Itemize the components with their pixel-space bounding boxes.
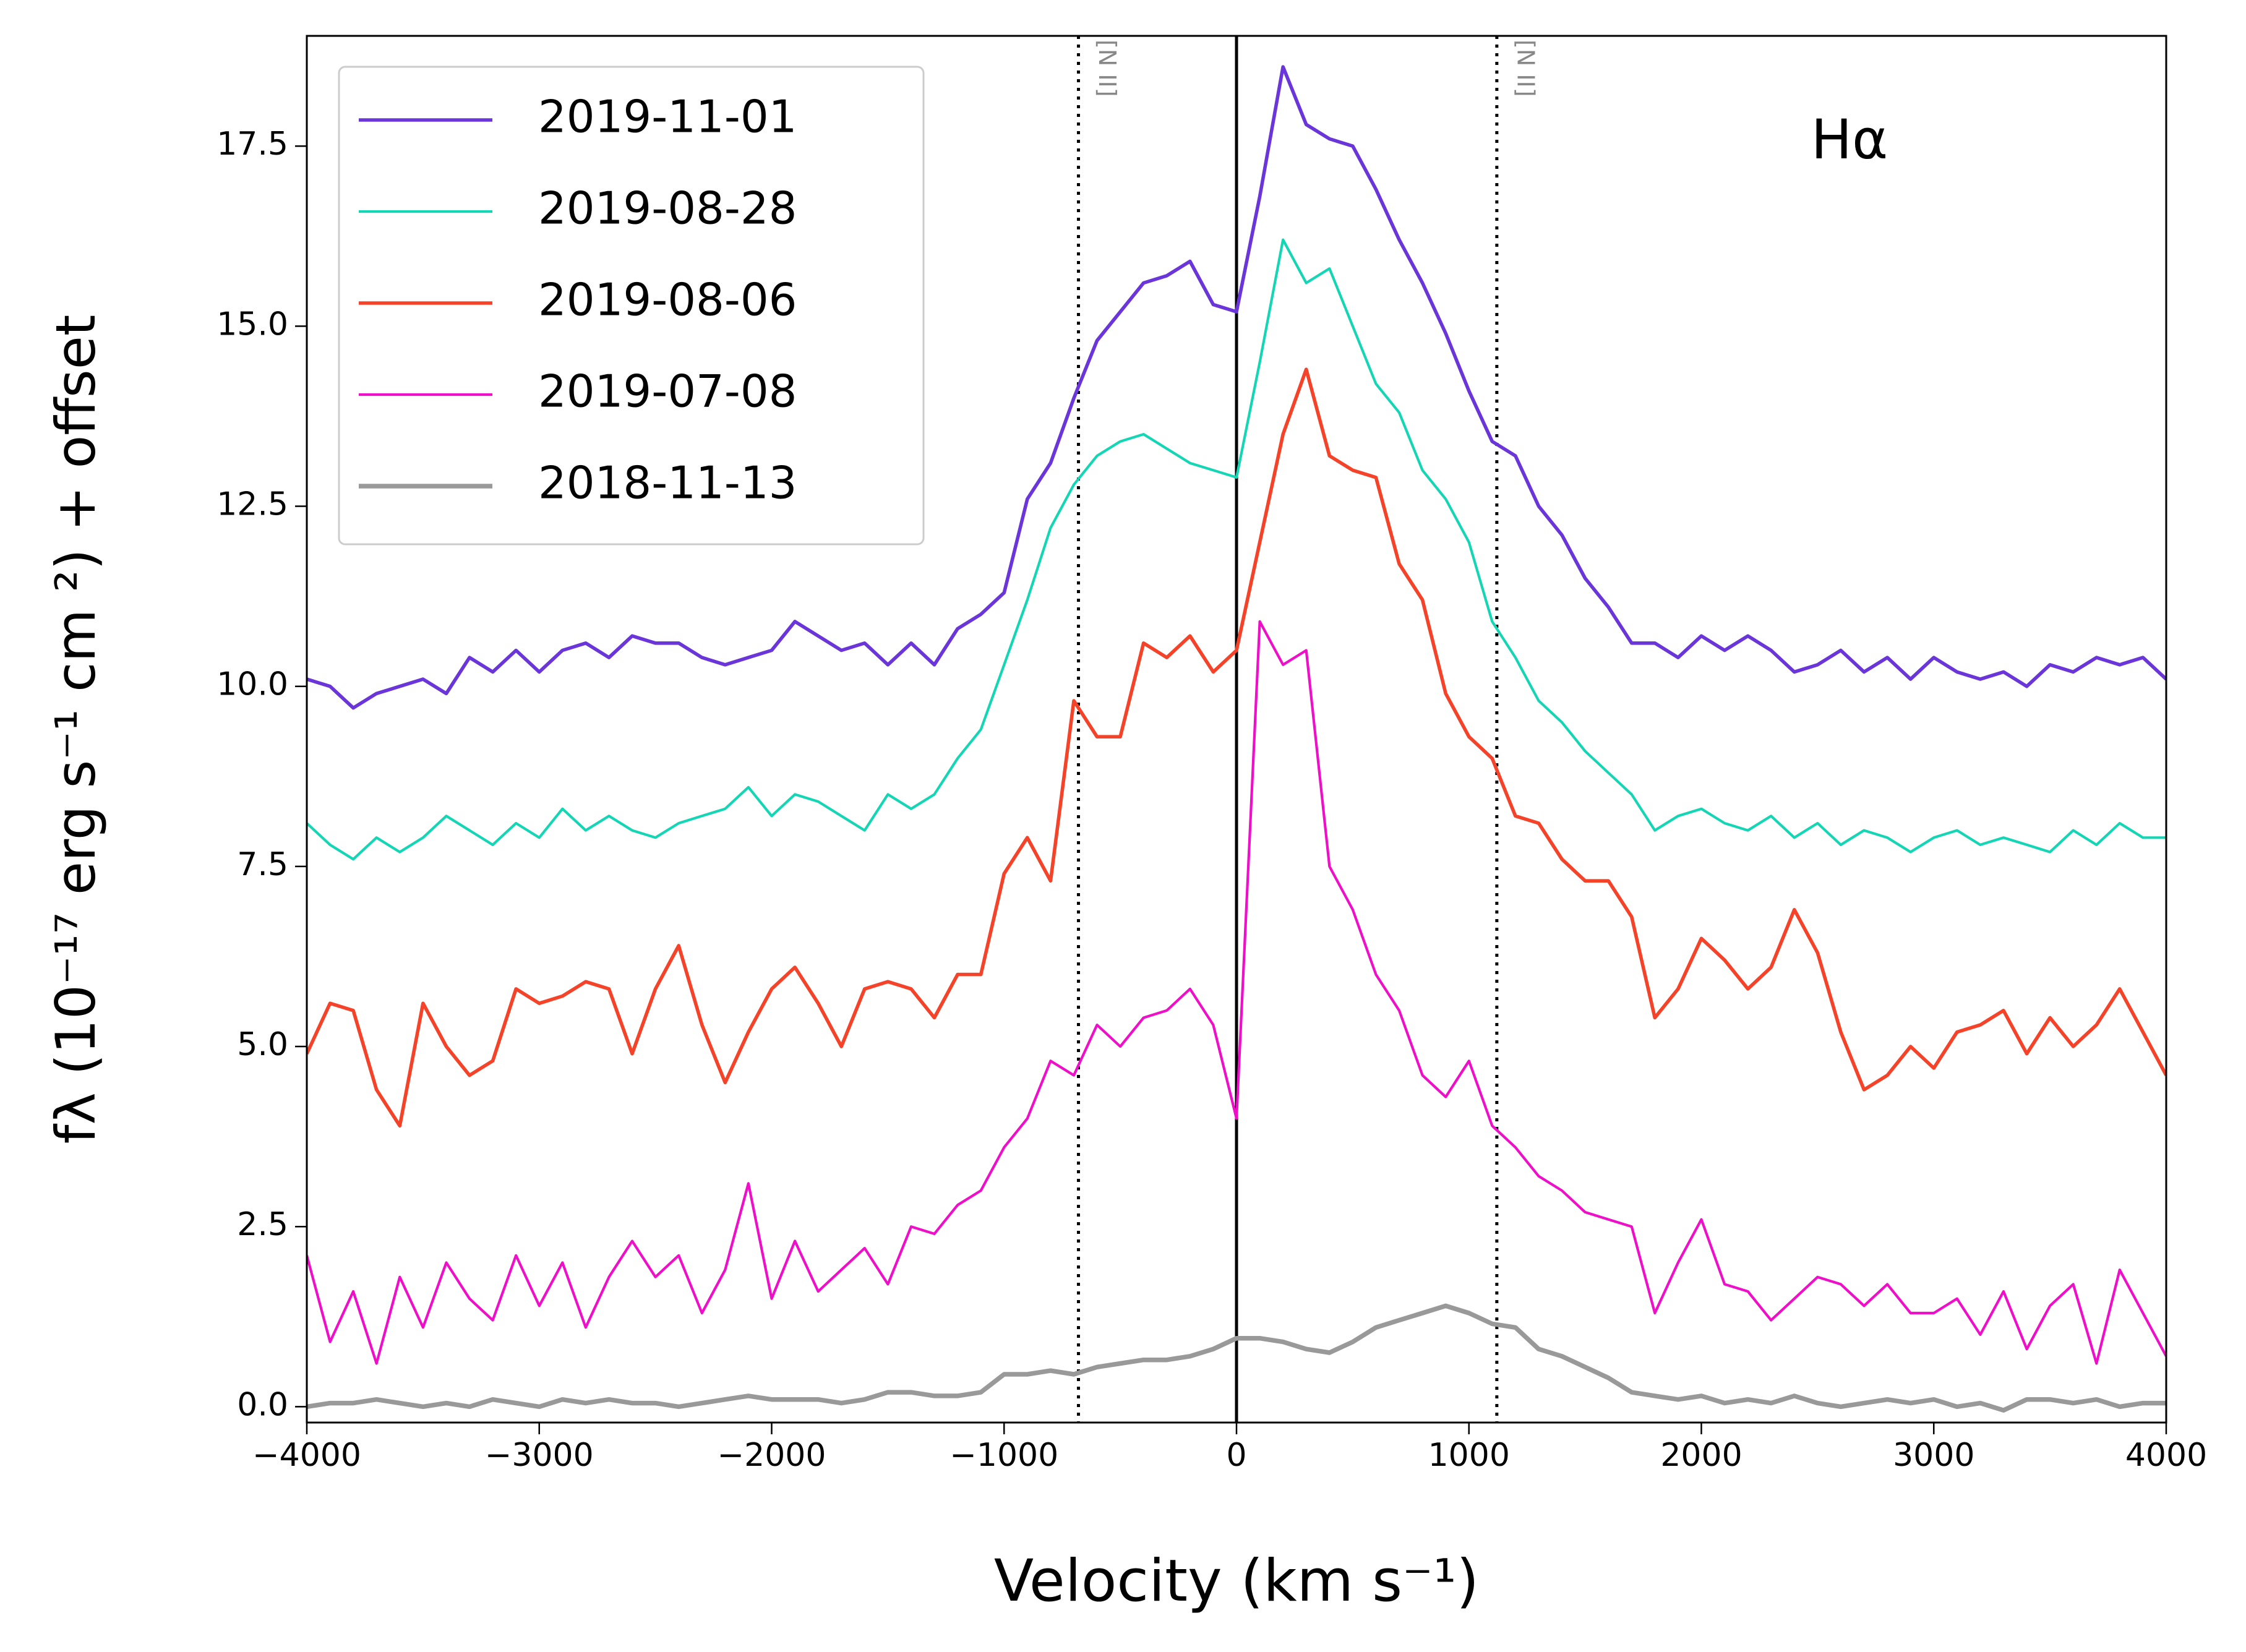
y-tick-label: 10.0 <box>216 666 288 703</box>
plot-area <box>307 36 2166 1423</box>
x-tick-label: −3000 <box>485 1437 594 1474</box>
data-line <box>307 238 2166 861</box>
y-tick-label: 17.5 <box>216 126 288 163</box>
y-tick-label: 5.0 <box>237 1026 288 1063</box>
legend-label: 2019-11-01 <box>538 91 797 143</box>
y-tick-label: 12.5 <box>216 486 288 523</box>
x-tick-label: −4000 <box>252 1437 361 1474</box>
legend-box <box>338 66 925 546</box>
legend-label: 2019-08-28 <box>538 182 797 234</box>
y-tick-label: 2.5 <box>237 1206 288 1243</box>
legend-label: 2019-08-06 <box>538 274 797 326</box>
x-tick-label: −1000 <box>949 1437 1058 1474</box>
x-tick-label: 1000 <box>1428 1437 1510 1474</box>
x-tick-label: 0 <box>1226 1437 1246 1474</box>
plot-frame <box>306 35 2167 1424</box>
data-line <box>307 65 2166 710</box>
x-tick-label: −2000 <box>718 1437 826 1474</box>
data-line <box>307 1303 2166 1413</box>
data-line <box>307 367 2166 1128</box>
x-axis-label: Velocity (km s⁻¹) <box>994 1547 1479 1615</box>
line-label: Hα <box>1811 108 1888 171</box>
y-tick-label: 0.0 <box>237 1386 288 1423</box>
legend-label: 2019-07-08 <box>538 366 797 417</box>
annotation: [N II] <box>1512 40 1539 97</box>
x-tick-label: 2000 <box>1660 1437 1742 1474</box>
annotation: [N II] <box>1094 40 1121 97</box>
data-line <box>307 620 2166 1365</box>
x-tick-label: 4000 <box>2125 1437 2207 1474</box>
y-tick-label: 7.5 <box>237 846 288 883</box>
x-tick-label: 3000 <box>1893 1437 1974 1474</box>
legend-label: 2018-11-13 <box>538 457 797 509</box>
y-tick-label: 15.0 <box>216 306 288 343</box>
y-axis-label: fλ (10⁻¹⁷ erg s⁻¹ cm ²) + offset <box>44 315 108 1144</box>
